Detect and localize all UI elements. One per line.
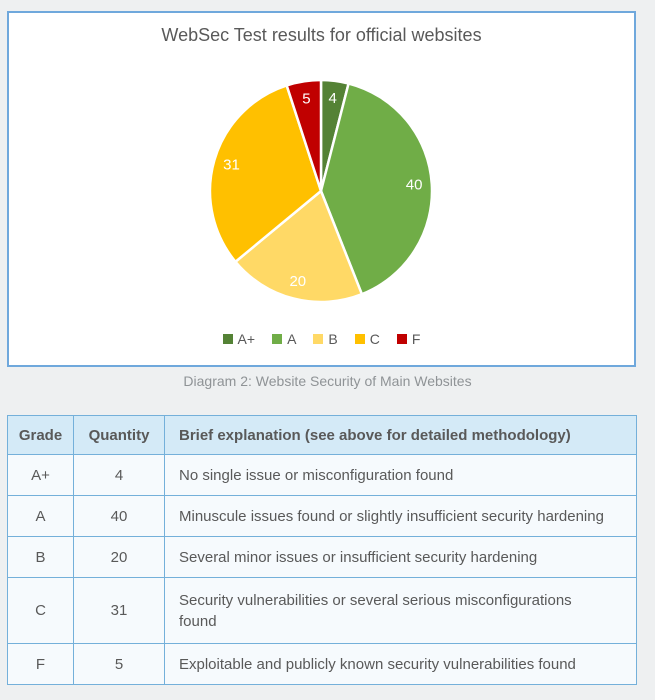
legend-swatch-icon (396, 334, 407, 344)
header-explanation: Brief explanation (see above for detaile… (164, 415, 637, 455)
pie-label-F: 5 (302, 90, 310, 107)
table-row: B 20 Several minor issues or insufficient … (7, 536, 637, 578)
legend-item-A+: A+ (222, 331, 256, 347)
grades-table-body: A+ 4 No single issue or misconfiguration f… (7, 454, 637, 685)
pie-chart: 4 40 20 31 5 (208, 78, 434, 304)
cell-quantity: 40 (73, 495, 165, 537)
legend-swatch-icon (313, 334, 324, 344)
legend-swatch-icon (272, 334, 283, 344)
cell-quantity: 4 (73, 454, 165, 496)
pie-label-B: 20 (289, 273, 306, 290)
explanation-text: Minuscule issues found or slightly insuf… (179, 507, 604, 525)
legend-label: F (411, 331, 421, 347)
cell-explanation: Minuscule issues found or slightly insuf… (164, 495, 637, 537)
cell-quantity: 20 (73, 536, 165, 578)
cell-explanation: Several minor issues or insufficient sec… (164, 536, 637, 578)
diagram-caption: Diagram 2: Website Security of Main Webs… (183, 373, 472, 389)
cell-grade: F (7, 643, 74, 685)
legend-label: B (328, 331, 338, 347)
pie-label-A: 40 (406, 177, 423, 194)
pie-label-A+: 4 (329, 90, 337, 107)
cell-grade: A (7, 495, 74, 537)
cell-explanation: No single issue or misconfiguration foun… (164, 454, 637, 496)
legend-swatch-icon (354, 334, 365, 344)
legend-label: A (287, 331, 297, 347)
explanation-text: Security vulnerabilities or several seri… (179, 591, 572, 630)
legend-item-B: B (313, 331, 338, 347)
cell-quantity: 5 (73, 643, 165, 685)
legend-item-C: C (354, 331, 380, 347)
header-row: Grade Quantity Brief explanation (see ab… (7, 415, 637, 455)
table-row: A+ 4 No single issue or misconfiguration f… (7, 454, 637, 496)
header-quantity: Quantity (73, 415, 165, 455)
grades-table-head: Grade Quantity Brief explanation (see ab… (7, 415, 637, 455)
explanation-text: No single issue or misconfiguration foun… (179, 466, 454, 484)
legend-item-A: A (272, 331, 296, 347)
header-grade: Grade (7, 415, 74, 455)
cell-grade: B (7, 536, 74, 578)
grades-table: Grade Quantity Brief explanation (see ab… (7, 415, 637, 685)
table-row: C 31 Security vulnerabilities or several s… (7, 577, 637, 644)
pie-slice-A (319, 82, 434, 296)
pie-slice-C (208, 84, 323, 263)
cell-explanation: Exploitable and publicly known security … (164, 643, 637, 685)
cell-explanation: Security vulnerabilities or several seri… (164, 577, 637, 644)
pie-slice-F (285, 78, 323, 193)
explanation-text: Several minor issues or insufficient sec… (179, 548, 538, 566)
chart-title: WebSec Test results for official website… (161, 25, 482, 45)
legend-swatch-icon (222, 334, 233, 344)
legend-label: C (369, 331, 380, 347)
pie-slice-B (234, 189, 364, 304)
cell-grade: C (7, 577, 74, 644)
cell-grade: A+ (7, 454, 74, 496)
cell-quantity: 31 (73, 577, 165, 644)
chart-panel: WebSec Test results for official website… (7, 11, 636, 367)
chart-legend: A+ A B C F (9, 331, 634, 347)
table-row: A 40 Minuscule issues found or slightly in… (7, 495, 637, 537)
legend-label: A+ (237, 331, 256, 347)
pie-label-C: 31 (223, 157, 240, 174)
explanation-text: Exploitable and publicly known security … (179, 655, 576, 673)
legend-item-F: F (396, 331, 421, 347)
table-row: F 5 Exploitable and publicly known securit… (7, 643, 637, 685)
